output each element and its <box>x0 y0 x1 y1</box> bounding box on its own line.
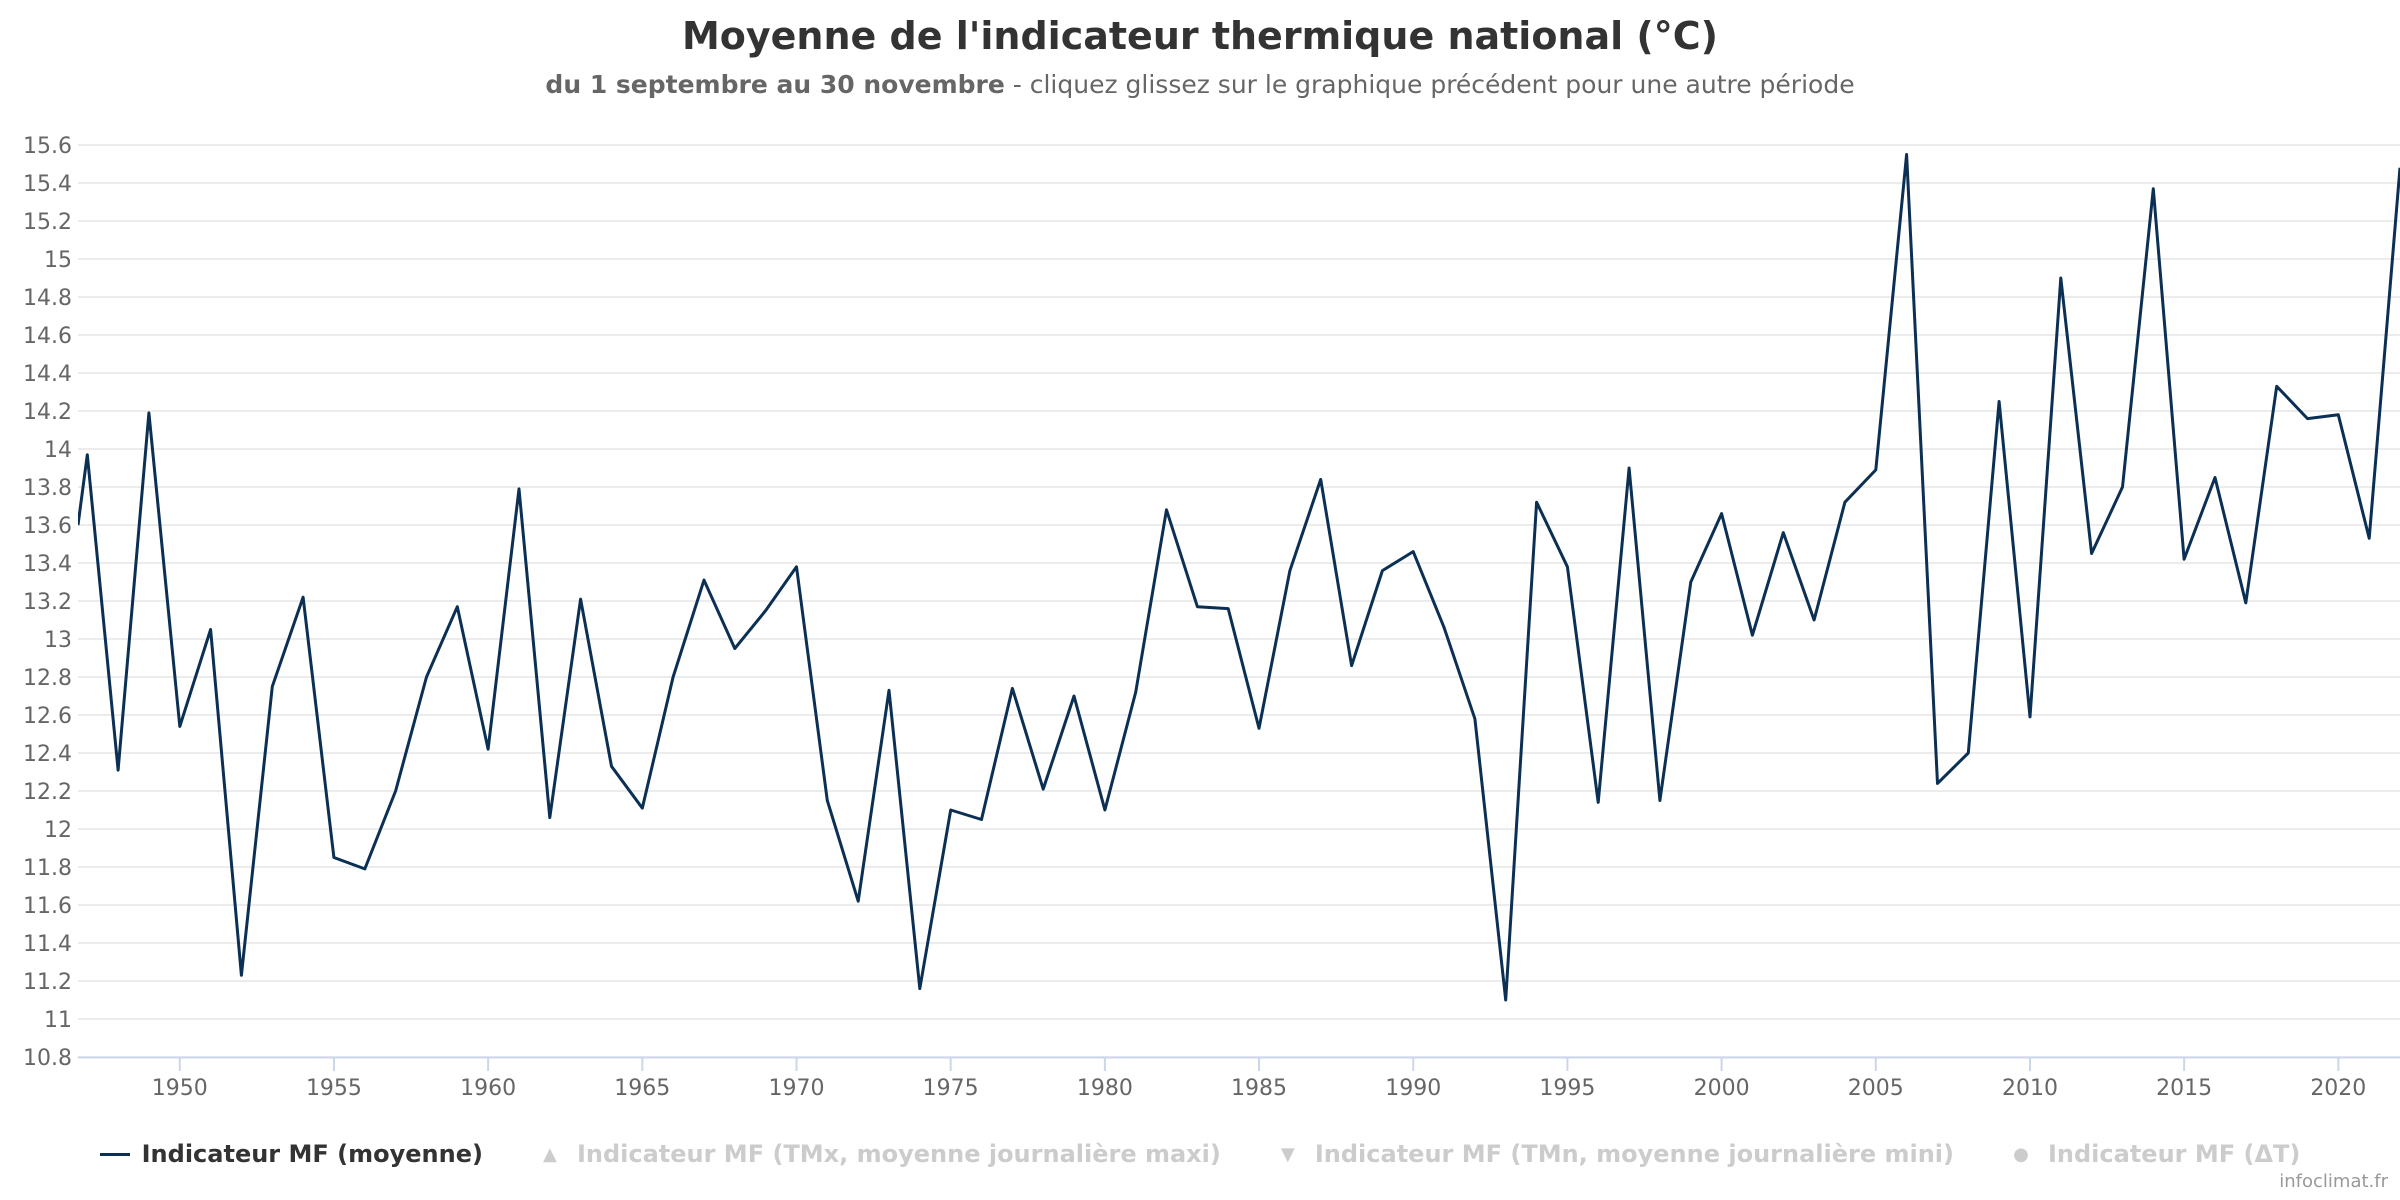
x-tick-label: 2010 <box>2002 1076 2058 1101</box>
line-symbol-icon <box>99 1152 130 1156</box>
x-tick-label: 1960 <box>460 1076 516 1101</box>
chart-title: Moyenne de l'indicateur thermique nation… <box>681 14 1719 58</box>
y-tick-label: 10.8 <box>23 1046 72 1071</box>
x-tick-label: 1970 <box>768 1076 824 1101</box>
y-tick-label: 12 <box>44 818 72 843</box>
credit-link[interactable]: infoclimat.fr <box>2279 1171 2388 1192</box>
legend-label: Indicateur MF (moyenne) <box>141 1140 483 1168</box>
x-tick-label: 2005 <box>1848 1076 1904 1101</box>
circle-icon: ● <box>2013 1143 2029 1165</box>
legend-item-tmx[interactable]: ▲ Indicateur MF (TMx, moyenne journalièr… <box>535 1140 1221 1168</box>
series-layer <box>78 153 2400 1002</box>
triangle-down-icon: ▼ <box>1280 1143 1295 1165</box>
y-tick-label: 13.8 <box>23 476 72 501</box>
y-tick-label: 15.4 <box>23 172 72 197</box>
legend-item-tmn[interactable]: ▼ Indicateur MF (TMn, moyenne journalièr… <box>1273 1140 1954 1168</box>
x-tick-label: 1955 <box>306 1076 362 1101</box>
y-tick-label: 15.2 <box>23 210 72 235</box>
legend-label: Indicateur MF (TMn, moyenne journalière … <box>1314 1140 1954 1168</box>
y-tick-label: 13.4 <box>23 552 72 577</box>
chart-subtitle: du 1 septembre au 30 novembre - cliquez … <box>0 70 2400 99</box>
x-axis: 1950 1955 1960 1965 1970 1975 1980 1985 1990 1995… <box>78 1056 2400 1101</box>
y-tick-label: 11.8 <box>23 856 72 881</box>
y-tick-label: 12.4 <box>23 742 72 767</box>
y-tick-label: 14.4 <box>23 362 72 387</box>
legend: Indicateur MF (moyenne) ▲ Indicateur MF … <box>0 1136 2400 1172</box>
series-line-moyenne[interactable] <box>78 153 2400 1002</box>
y-tick-label: 11.6 <box>23 894 72 919</box>
y-tick-label: 11.2 <box>23 970 72 995</box>
x-tick-label: 1985 <box>1231 1076 1287 1101</box>
x-tick-label: 1995 <box>1539 1076 1595 1101</box>
y-tick-label: 14.8 <box>23 286 72 311</box>
legend-item-moyenne[interactable]: Indicateur MF (moyenne) <box>99 1140 483 1168</box>
x-tick-label: 1965 <box>614 1076 670 1101</box>
x-tick-label: 2015 <box>2156 1076 2212 1101</box>
y-tick-label: 11.4 <box>23 932 72 957</box>
grid-lines <box>78 144 2400 1058</box>
y-tick-label: 14.2 <box>23 400 72 425</box>
y-tick-label: 11 <box>44 1008 72 1033</box>
y-tick-label: 12.8 <box>23 666 72 691</box>
y-tick-label: 14 <box>44 438 72 463</box>
x-tick-label: 1950 <box>152 1076 208 1101</box>
legend-item-delta[interactable]: ● Indicateur MF (ΔT) <box>2006 1140 2300 1168</box>
y-axis: 10.8 11 11.2 11.4 11.6 11.8 12 12.2 12.4 12.6 12.8… <box>23 134 72 1071</box>
y-tick-label: 13.6 <box>23 514 72 539</box>
y-tick-label: 13 <box>44 628 72 653</box>
y-tick-label: 13.2 <box>23 590 72 615</box>
y-tick-label: 12.2 <box>23 780 72 805</box>
legend-label: Indicateur MF (TMx, moyenne journalière … <box>576 1140 1221 1168</box>
x-tick-label: 1990 <box>1385 1076 1441 1101</box>
x-tick-label: 2000 <box>1694 1076 1750 1101</box>
x-tick-label: 1975 <box>923 1076 979 1101</box>
x-tick-label: 1980 <box>1077 1076 1133 1101</box>
subtitle-hint: - cliquez glissez sur le graphique précé… <box>1004 70 1855 99</box>
x-tick-label: 2020 <box>2310 1076 2366 1101</box>
y-tick-label: 14.6 <box>23 324 72 349</box>
y-tick-label: 12.6 <box>23 704 72 729</box>
y-tick-label: 15 <box>44 248 72 273</box>
y-tick-label: 15.6 <box>23 134 72 159</box>
triangle-up-icon: ▲ <box>543 1143 557 1165</box>
subtitle-period: du 1 septembre au 30 novembre <box>545 70 1005 99</box>
legend-label: Indicateur MF (ΔT) <box>2047 1140 2301 1168</box>
